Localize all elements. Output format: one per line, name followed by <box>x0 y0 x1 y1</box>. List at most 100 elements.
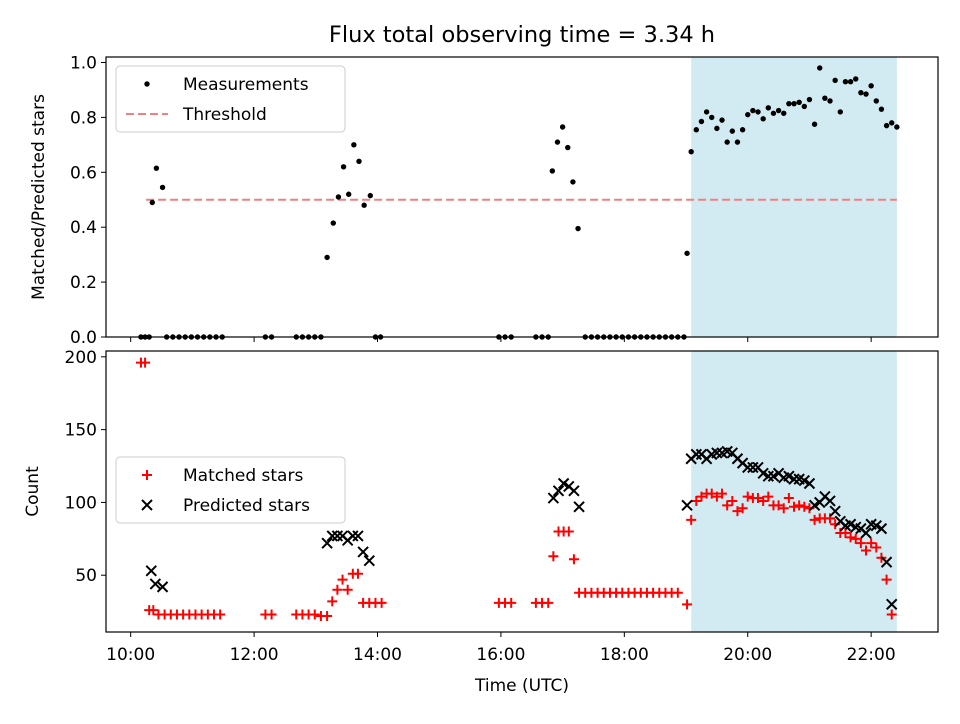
data-point <box>762 470 775 482</box>
data-point <box>760 116 766 122</box>
data-point <box>568 554 579 565</box>
data-point <box>681 499 693 512</box>
x-tick-label: 14:00 <box>353 645 402 665</box>
legend: Measurements Threshold <box>115 65 346 133</box>
data-point <box>886 598 898 611</box>
data-point <box>149 199 155 206</box>
data-point <box>159 184 166 191</box>
highlight-span <box>691 57 897 337</box>
data-point <box>327 596 338 607</box>
legend: Matched stars Predicted stars <box>115 456 346 524</box>
data-point <box>709 114 715 121</box>
data-point <box>330 220 336 226</box>
data-point <box>347 530 359 542</box>
data-point <box>842 79 849 85</box>
data-point <box>331 530 344 542</box>
data-point <box>786 100 792 107</box>
y-tick-label: 0.8 <box>70 108 97 128</box>
data-point <box>778 503 789 514</box>
x-tick-label: 16:00 <box>476 645 525 665</box>
data-point <box>755 109 761 115</box>
data-point <box>321 537 333 549</box>
data-point <box>711 491 722 502</box>
data-point <box>773 500 784 511</box>
data-point <box>803 477 816 490</box>
data-point <box>840 527 851 538</box>
axes-frame <box>105 350 939 633</box>
data-point <box>809 514 820 525</box>
y-tick-label: 1.0 <box>70 53 97 73</box>
data-point <box>894 124 900 130</box>
data-point <box>356 158 362 165</box>
data-point <box>266 609 277 620</box>
data-point <box>309 609 320 620</box>
data-point <box>145 565 157 577</box>
data-point <box>880 556 893 568</box>
x-axis-label: Time (UTC) <box>474 676 569 696</box>
data-point <box>156 581 169 593</box>
data-point <box>881 574 892 585</box>
top-panel-ratio: 0.0 0.2 0.4 0.6 0.8 1.0 Matched/Predicted star… <box>29 53 939 348</box>
data-point <box>871 542 882 553</box>
data-point <box>801 103 808 110</box>
data-point <box>548 551 559 562</box>
data-point <box>554 139 561 145</box>
x-tick-label: 18:00 <box>600 645 649 665</box>
chart-title: Flux total observing time = 3.34 h <box>329 22 715 48</box>
data-point <box>547 492 560 504</box>
data-point <box>791 100 797 107</box>
data-point <box>352 568 363 579</box>
data-point <box>737 503 748 514</box>
data-point <box>750 107 756 114</box>
data-point <box>729 128 736 134</box>
data-point <box>342 584 353 595</box>
data-point <box>742 461 754 474</box>
data-point <box>693 127 700 133</box>
data-point <box>337 574 348 585</box>
y-tick-label: 0.2 <box>70 273 97 293</box>
data-point <box>140 357 151 368</box>
y-tick-label: 100 <box>65 493 97 513</box>
legend-label: Threshold <box>182 105 267 125</box>
data-point <box>832 77 838 84</box>
x-tick-label: 12:00 <box>230 645 279 665</box>
data-point <box>724 139 730 145</box>
data-point <box>568 485 580 497</box>
legend-label: Matched stars <box>183 466 303 486</box>
data-point <box>727 495 738 506</box>
data-point <box>747 461 759 474</box>
data-point <box>376 597 387 608</box>
data-point <box>335 194 342 200</box>
data-point <box>875 522 888 535</box>
data-point <box>873 98 879 104</box>
data-point <box>714 125 720 132</box>
data-point <box>829 505 841 517</box>
y-tick-label: 150 <box>65 421 97 441</box>
data-point <box>788 473 800 485</box>
data-point <box>506 597 517 608</box>
data-point <box>543 597 554 608</box>
data-point <box>845 532 856 543</box>
y-tick-label: 0.0 <box>70 328 97 348</box>
data-point <box>332 584 343 595</box>
data-point <box>682 599 693 610</box>
data-point <box>868 83 874 89</box>
data-point <box>711 447 723 459</box>
legend-marker <box>142 470 152 480</box>
data-point <box>837 109 843 115</box>
data-point <box>357 546 369 558</box>
data-point <box>860 527 872 539</box>
data-point <box>148 605 159 616</box>
legend-label: Measurements <box>183 75 309 95</box>
y-tick-label: 0.4 <box>70 218 97 238</box>
data-point <box>149 578 162 590</box>
data-point <box>361 202 367 208</box>
x-tick-label: 20:00 <box>723 645 772 665</box>
data-point <box>153 165 160 171</box>
data-point <box>563 526 574 537</box>
data-point <box>324 254 330 261</box>
data-point <box>783 493 794 504</box>
data-point <box>688 149 694 155</box>
data-point <box>549 168 556 174</box>
